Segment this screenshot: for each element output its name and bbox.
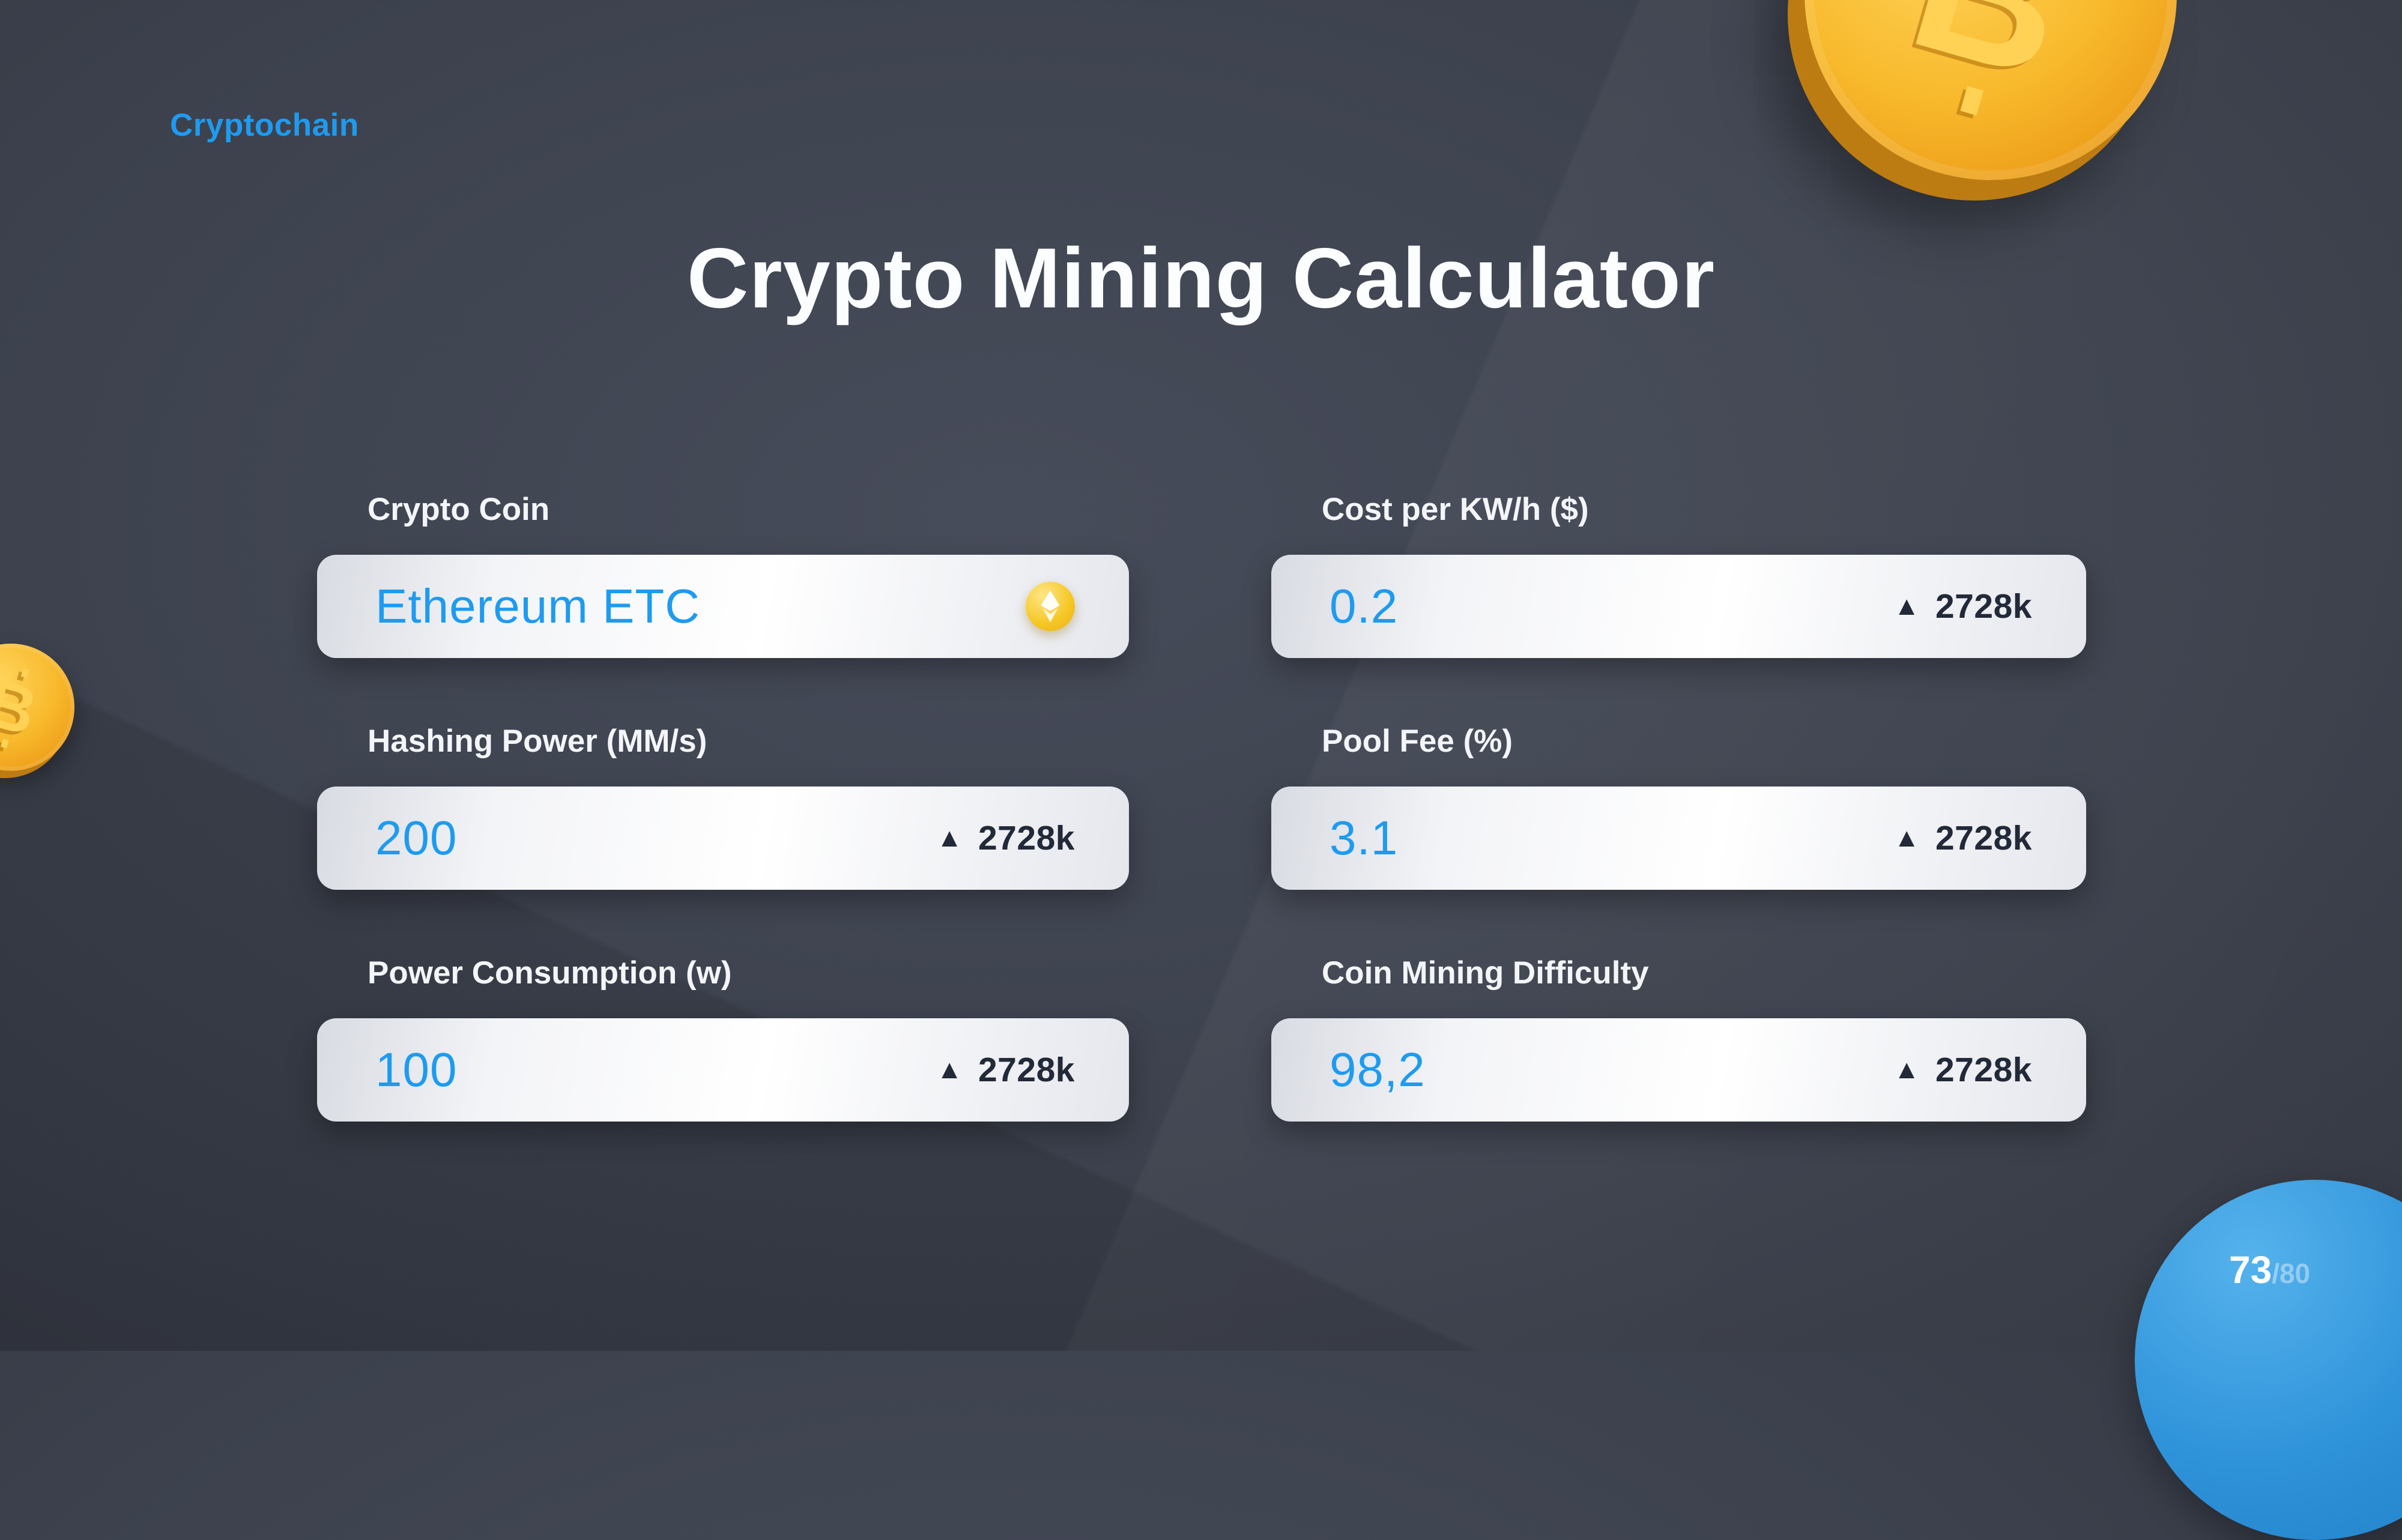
power-consumption-stepper: ▲ 2728k bbox=[936, 1050, 1075, 1090]
hashing-power-stepper: ▲ 2728k bbox=[936, 818, 1075, 858]
brand-logo-text: Cryptochain bbox=[170, 107, 359, 143]
bitcoin-coin-top-icon: B bbox=[1805, 0, 2177, 180]
field-coin-mining-difficulty: Coin Mining Difficulty 98,2 ▲ 2728k bbox=[1271, 955, 2086, 1122]
field-hashing-power: Hashing Power (MM/s) 200 ▲ 2728k bbox=[317, 723, 1129, 890]
stepper-count: 2728k bbox=[978, 819, 1075, 857]
stepper-count: 2728k bbox=[978, 1051, 1075, 1089]
field-cost-per-kwh: Cost per KW/h ($) 0.2 ▲ 2728k bbox=[1271, 491, 2086, 658]
field-label: Hashing Power (MM/s) bbox=[368, 723, 707, 759]
bitcoin-coin-face: B bbox=[0, 644, 74, 771]
coin-mining-difficulty-input[interactable]: 98,2 ▲ 2728k bbox=[1271, 1018, 2086, 1122]
field-power-consumption: Power Consumption (w) 100 ▲ 2728k bbox=[317, 955, 1129, 1122]
cost-per-kwh-value: 0.2 bbox=[1330, 579, 1399, 633]
stepper-count: 2728k bbox=[1935, 819, 2032, 857]
field-label: Pool Fee (%) bbox=[1322, 723, 1513, 759]
page-current: 73 bbox=[2229, 1248, 2272, 1291]
stepper-count: 2728k bbox=[1935, 1051, 2032, 1089]
field-label: Coin Mining Difficulty bbox=[1322, 955, 1649, 991]
page-indicator: 73/80 bbox=[2229, 1248, 2310, 1292]
power-consumption-value: 100 bbox=[375, 1043, 458, 1096]
cost-per-kwh-input[interactable]: 0.2 ▲ 2728k bbox=[1271, 555, 2086, 658]
stepper-up-icon[interactable]: ▲ bbox=[936, 1055, 963, 1084]
coin-mining-difficulty-value: 98,2 bbox=[1330, 1043, 1426, 1096]
bitcoin-coin-left-icon: B bbox=[0, 644, 74, 771]
field-label: Crypto Coin bbox=[368, 492, 550, 527]
stepper-up-icon[interactable]: ▲ bbox=[936, 823, 963, 853]
field-label: Cost per KW/h ($) bbox=[1322, 492, 1589, 527]
hashing-power-input[interactable]: 200 ▲ 2728k bbox=[317, 787, 1129, 890]
crypto-coin-value: Ethereum ETC bbox=[375, 579, 701, 633]
stepper-up-icon[interactable]: ▲ bbox=[1893, 1055, 1920, 1084]
page-total: /80 bbox=[2272, 1258, 2311, 1289]
bitcoin-b-glyph: B bbox=[1892, 0, 2090, 120]
field-crypto-coin: Crypto Coin Ethereum ETC bbox=[317, 491, 1129, 658]
coin-mining-difficulty-stepper: ▲ 2728k bbox=[1893, 1050, 2032, 1090]
mining-calculator-form: Crypto Coin Ethereum ETC Cost per KW/h (… bbox=[317, 491, 2086, 1122]
stepper-count: 2728k bbox=[1935, 587, 2032, 626]
pool-fee-stepper: ▲ 2728k bbox=[1893, 818, 2032, 858]
field-label: Power Consumption (w) bbox=[368, 955, 732, 991]
ethereum-glyph bbox=[1041, 590, 1060, 623]
pool-fee-value: 3.1 bbox=[1330, 811, 1399, 865]
hashing-power-value: 200 bbox=[375, 811, 458, 865]
field-pool-fee: Pool Fee (%) 3.1 ▲ 2728k bbox=[1271, 723, 2086, 890]
page-number-circle bbox=[2135, 1180, 2402, 1540]
stepper-up-icon[interactable]: ▲ bbox=[1893, 823, 1920, 853]
bitcoin-coin-face: B bbox=[1805, 0, 2177, 180]
ethereum-coin-icon bbox=[1026, 582, 1075, 631]
crypto-coin-select[interactable]: Ethereum ETC bbox=[317, 555, 1129, 658]
power-consumption-input[interactable]: 100 ▲ 2728k bbox=[317, 1018, 1129, 1122]
page-title: Crypto Mining Calculator bbox=[686, 231, 1716, 326]
stepper-up-icon[interactable]: ▲ bbox=[1893, 591, 1920, 621]
bitcoin-b-glyph: B bbox=[0, 664, 44, 749]
pool-fee-input[interactable]: 3.1 ▲ 2728k bbox=[1271, 787, 2086, 890]
cost-per-kwh-stepper: ▲ 2728k bbox=[1893, 587, 2032, 626]
